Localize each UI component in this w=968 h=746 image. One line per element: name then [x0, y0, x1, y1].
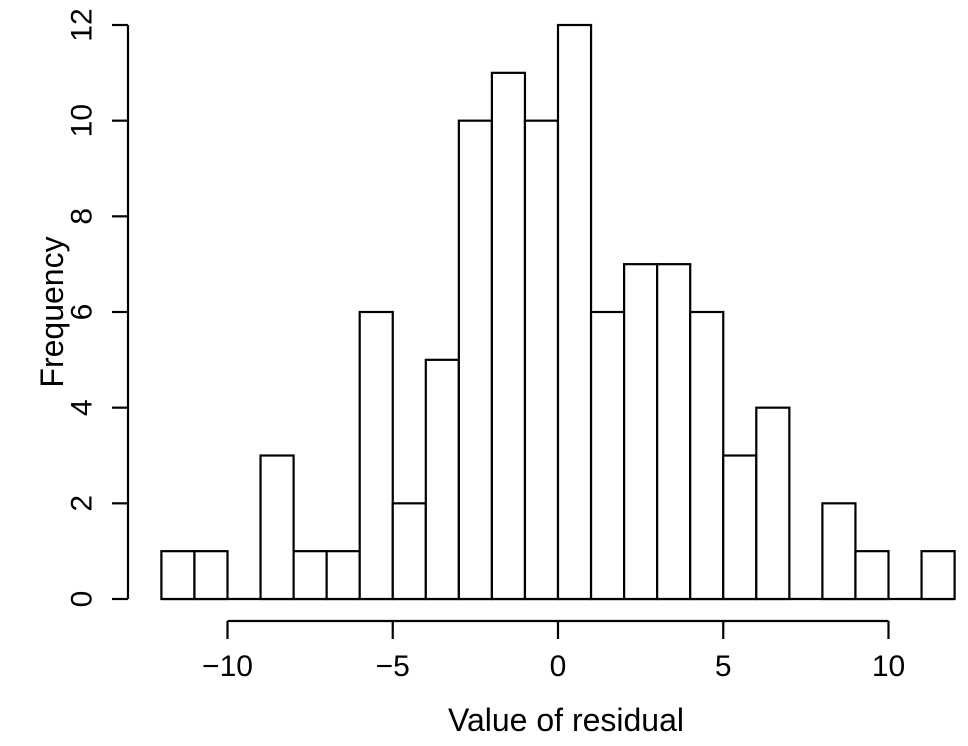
- histogram-bar: [457, 119, 494, 601]
- histogram-bar: [755, 406, 791, 601]
- histogram-bar: [424, 358, 460, 601]
- histogram-bar: [193, 550, 229, 601]
- x-axis-title: Value of residual: [448, 702, 684, 738]
- x-tick-label: 10: [872, 650, 905, 683]
- y-axis-title: Frequency: [34, 236, 70, 387]
- y-tick-label: 0: [66, 591, 99, 608]
- y-tick-label: 12: [66, 8, 99, 41]
- y-tick-label: 10: [65, 104, 98, 137]
- x-tick-label: 5: [715, 650, 732, 683]
- histogram-bar: [722, 454, 758, 601]
- y-tick-label: 2: [65, 495, 98, 512]
- histogram-bar: [689, 310, 725, 601]
- x-tick-label: −5: [376, 650, 410, 683]
- y-tick-label: 8: [66, 208, 99, 225]
- histogram-bar: [656, 263, 692, 601]
- histogram-bar: [556, 23, 593, 601]
- y-tick-label: 4: [66, 399, 99, 416]
- y-tick-label: 6: [66, 304, 99, 321]
- x-tick-label: −10: [202, 650, 253, 683]
- histogram-bar: [589, 310, 626, 601]
- histogram-bar: [160, 550, 196, 601]
- histogram-bar: [920, 550, 956, 601]
- x-tick-label: 0: [550, 650, 567, 683]
- histogram-bar: [854, 550, 890, 601]
- histogram-bar: [821, 502, 857, 601]
- histogram-bar: [325, 550, 361, 601]
- histogram-bar: [391, 502, 427, 601]
- histogram-bar: [259, 454, 295, 601]
- histogram-bar: [523, 119, 560, 601]
- histogram-bar: [358, 310, 394, 601]
- histogram-bar: [490, 71, 527, 601]
- histogram-bar: [622, 263, 659, 601]
- histogram-bar: [292, 550, 328, 601]
- chart-generated-layer: 0 2 4 6 8 10 12 −10 −5 0 5 10: [65, 8, 956, 683]
